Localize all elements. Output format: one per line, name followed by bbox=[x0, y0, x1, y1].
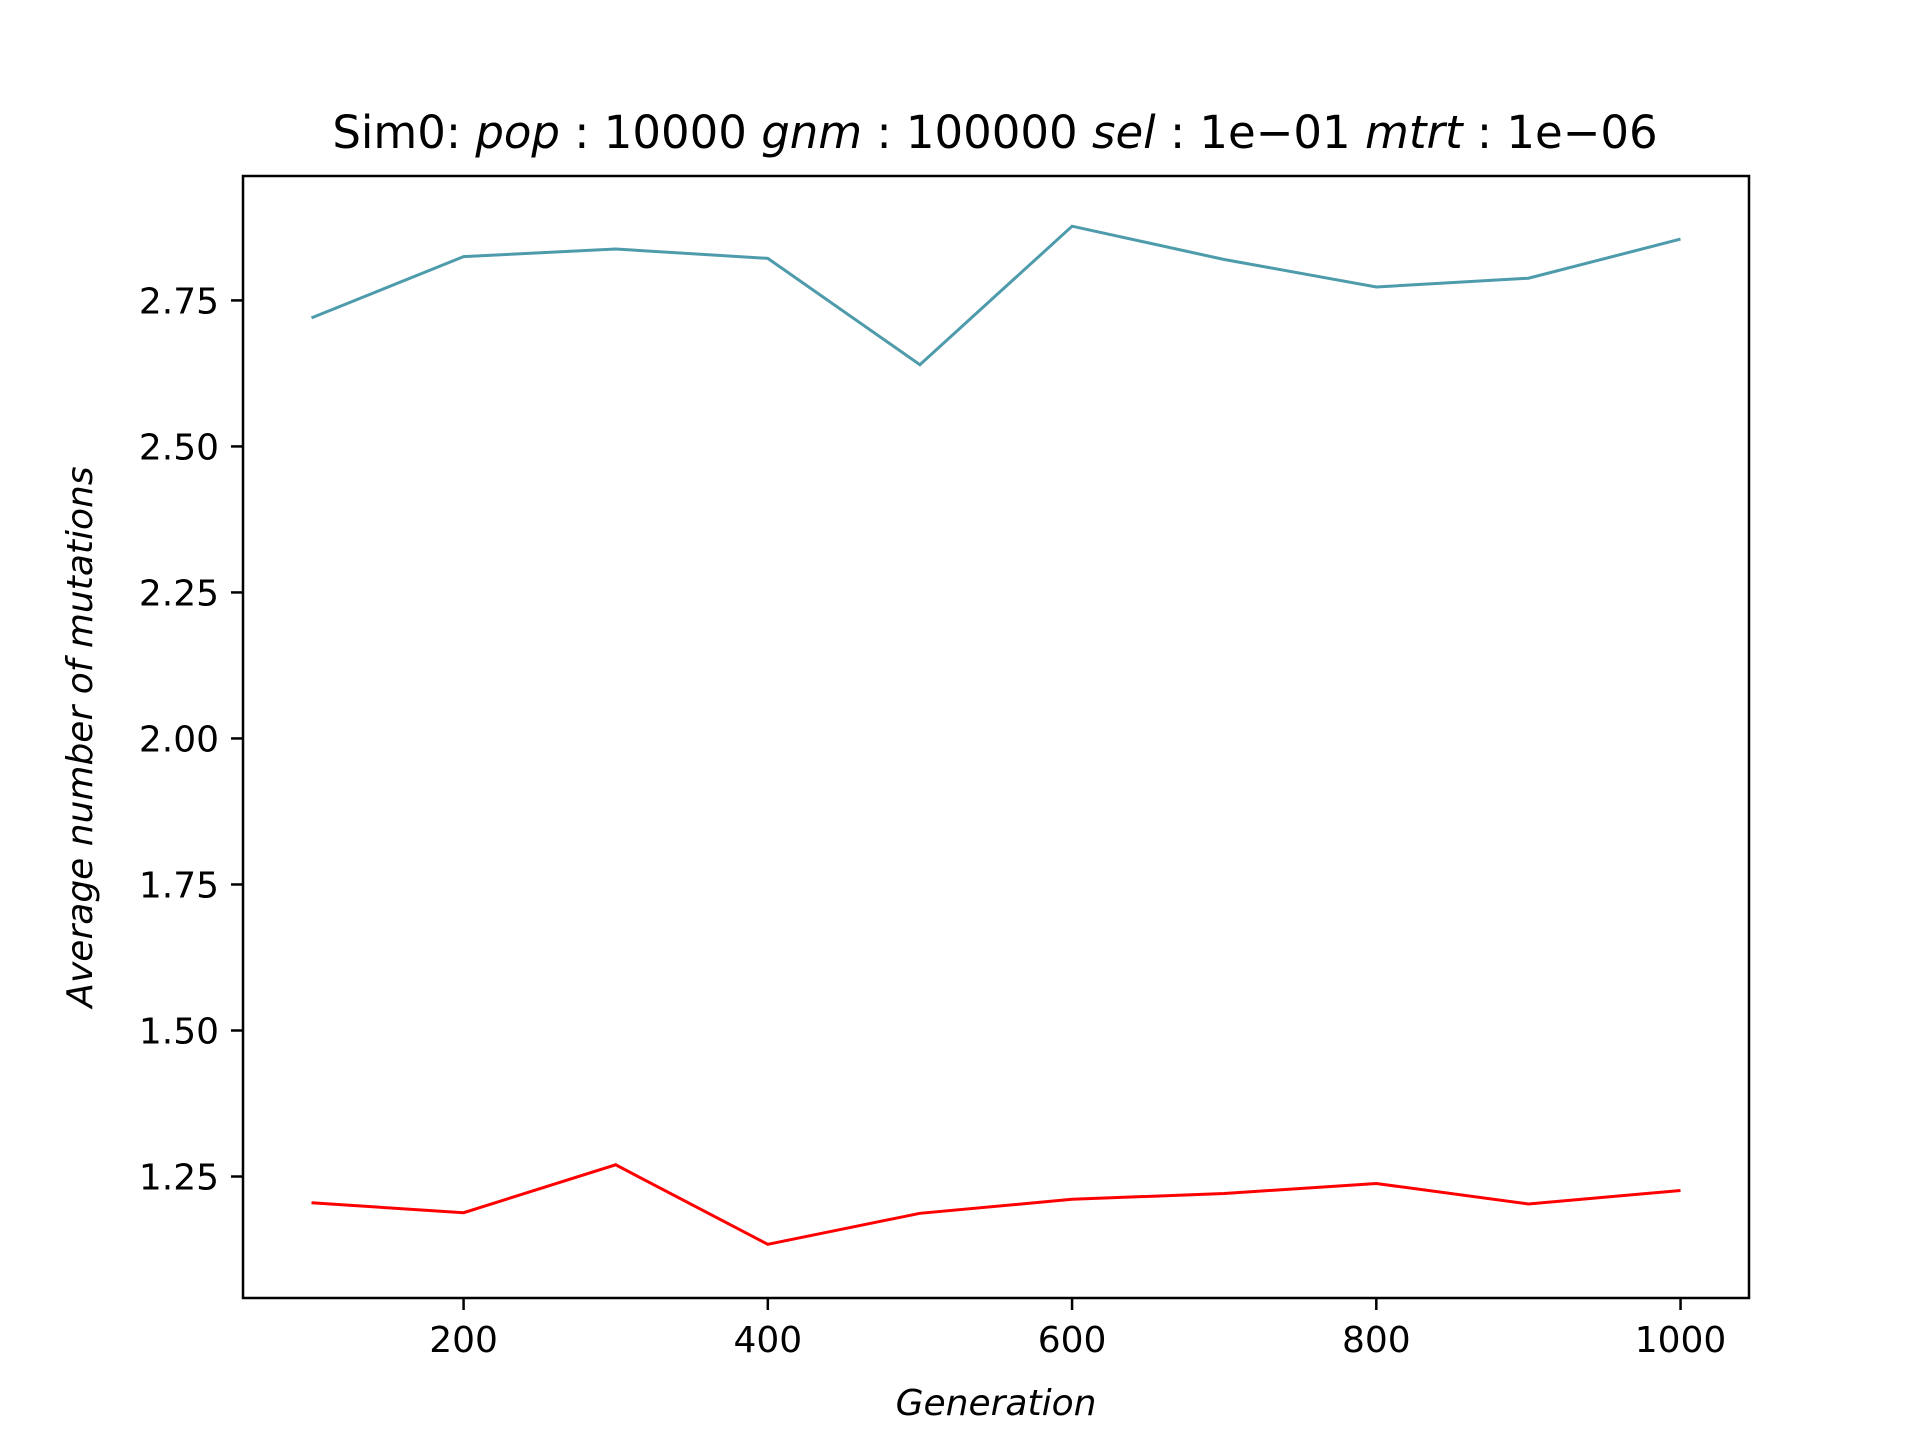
x-tick-label: 1000 bbox=[1635, 1320, 1727, 1361]
title-value-sel: : 1e−01 bbox=[1156, 106, 1365, 159]
y-tick-label: 2.50 bbox=[139, 427, 219, 468]
series-line-1 bbox=[310, 224, 1681, 367]
y-tick-label: 2.25 bbox=[139, 573, 219, 614]
title-value-mtrt: : 1e−06 bbox=[1463, 106, 1658, 159]
y-axis: 1.25 1.50 1.75 2.00 2.25 2.50 2.75 bbox=[139, 281, 243, 1199]
series-line-2 bbox=[311, 1163, 1681, 1246]
y-axis-label: Average number of mutations bbox=[60, 466, 101, 1009]
title-param-gnm: gnm bbox=[761, 106, 862, 159]
chart-title: Sim0: pop : 10000 gnm : 100000 sel : 1e−… bbox=[332, 106, 1657, 159]
x-tick-label: 800 bbox=[1342, 1320, 1411, 1361]
series-layer bbox=[310, 224, 1681, 1246]
y-tick-label: 1.25 bbox=[139, 1158, 219, 1199]
title-prefix: Sim0: bbox=[332, 106, 475, 159]
title-param-pop: pop bbox=[474, 106, 560, 159]
title-param-sel: sel bbox=[1092, 106, 1156, 159]
title-value-pop: : 10000 bbox=[560, 106, 761, 159]
title-param-mtrt: mtrt bbox=[1365, 106, 1465, 159]
x-tick-label: 600 bbox=[1038, 1320, 1107, 1361]
y-tick-label: 2.00 bbox=[139, 719, 219, 760]
x-axis: 200 400 600 800 1000 bbox=[429, 1298, 1726, 1361]
y-tick-label: 2.75 bbox=[139, 281, 219, 322]
x-tick-label: 400 bbox=[733, 1320, 802, 1361]
x-tick-label: 200 bbox=[429, 1320, 498, 1361]
y-tick-label: 1.75 bbox=[139, 865, 219, 906]
x-axis-label: Generation bbox=[896, 1383, 1097, 1424]
y-tick-label: 1.50 bbox=[139, 1011, 219, 1052]
plot-frame bbox=[241, 174, 1751, 1300]
title-value-gnm: : 100000 bbox=[862, 106, 1092, 159]
